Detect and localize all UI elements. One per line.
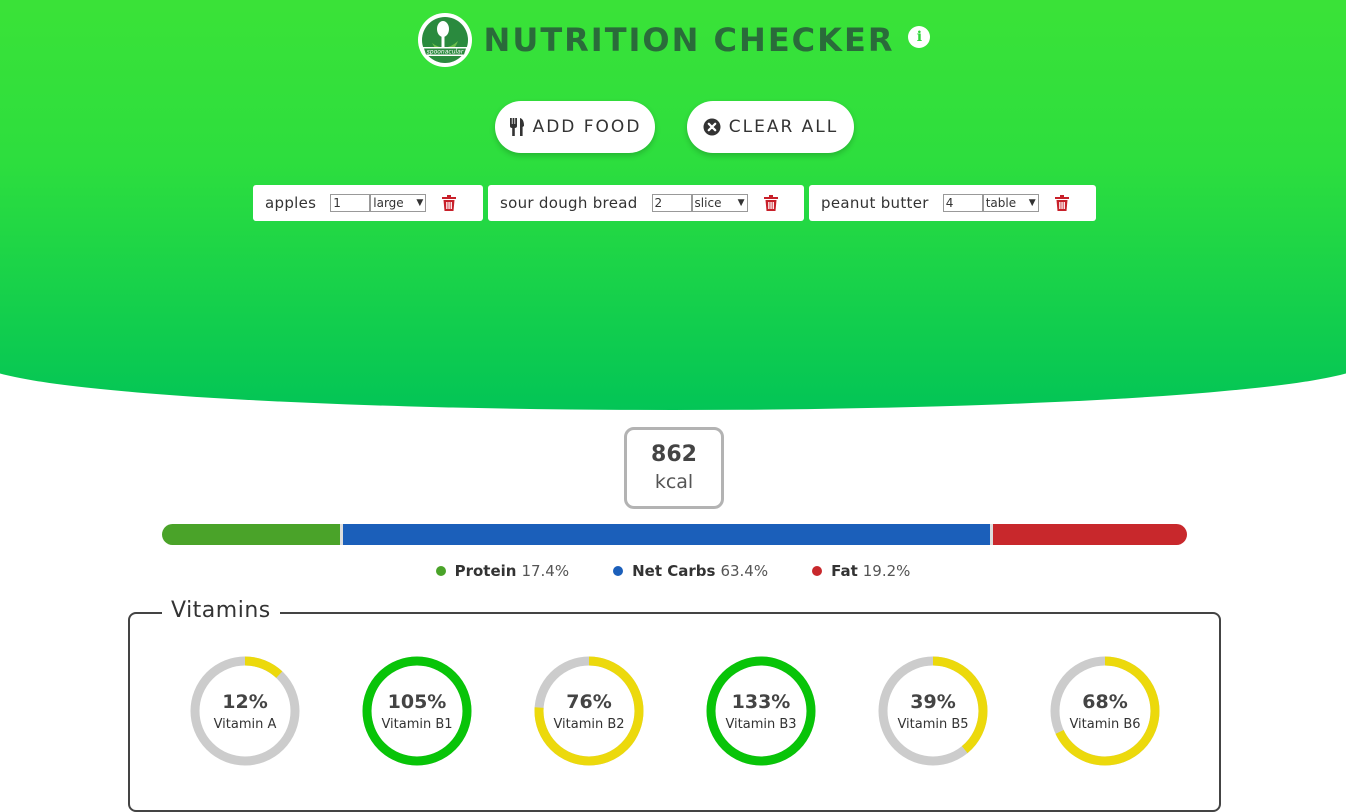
macro-bar-fat [990,524,1187,545]
food-name: sour dough bread [500,194,638,212]
quantity-input[interactable] [330,194,371,212]
food-name: peanut butter [821,194,929,212]
food-item: peanut butter table ▼ [809,185,1096,221]
unit-value: slice [694,196,722,210]
protein-dot-icon [435,566,446,576]
info-icon[interactable]: i [908,26,931,48]
close-circle-icon [703,118,721,136]
legend-item-net-carbs: Net Carbs 63.4% [613,562,768,580]
fat-dot-icon [812,566,823,576]
trash-icon[interactable] [763,195,778,211]
net-carbs-dot-icon [613,566,624,576]
clear-all-button[interactable]: CLEAR ALL [687,101,854,153]
clear-all-label: CLEAR ALL [728,117,839,137]
unit-value: large [373,196,404,210]
chevron-down-icon: ▼ [1028,198,1036,208]
vitamin-ring: 68% Vitamin B6 [1049,655,1161,767]
quantity-input[interactable] [651,194,692,212]
macro-distribution-bar [162,524,1187,545]
macro-legend: Protein 17.4% Net Carbs 63.4% Fat 19.2% [0,561,1346,581]
chevron-down-icon: ▼ [416,198,424,208]
spoonacular-logo: spoonacular [417,13,472,67]
legend-item-protein: Protein 17.4% [435,562,570,580]
vitamin-ring: 105% Vitamin B1 [361,655,473,767]
unit-select[interactable]: large ▼ [370,194,427,212]
vitamin-ring: 12% Vitamin A [189,655,301,767]
chevron-down-icon: ▼ [737,198,745,208]
legend-value: 19.2% [862,562,911,580]
vitamins-title: Vitamins [162,598,280,623]
food-name: apples [265,194,317,212]
legend-name: Protein [454,562,517,580]
vitamin-name: Vitamin A [213,717,277,732]
vitamin-name: Vitamin B1 [381,717,453,732]
calorie-value: 862 [651,442,697,467]
vitamin-name: Vitamin B6 [1069,717,1141,732]
calorie-summary: 862 kcal [624,427,724,509]
vitamin-percent: 105% [387,691,447,713]
food-item: sour dough bread slice ▼ [488,185,804,221]
vitamin-name: Vitamin B2 [553,717,625,732]
vitamin-ring: 76% Vitamin B2 [533,655,645,767]
macro-bar-net-carbs [340,524,991,545]
unit-select[interactable]: slice ▼ [691,194,748,212]
legend-item-fat: Fat 19.2% [812,562,910,580]
vitamin-percent: 68% [1082,691,1128,713]
add-food-button[interactable]: ADD FOOD [495,101,655,153]
ring-progress [190,656,300,766]
legend-value: 17.4% [521,562,570,580]
vitamin-name: Vitamin B5 [897,717,969,732]
vitamin-ring: 133% Vitamin B3 [705,655,817,767]
legend-name: Fat [831,562,858,580]
vitamin-percent: 12% [222,691,268,713]
add-food-label: ADD FOOD [532,117,642,137]
legend-value: 63.4% [720,562,769,580]
quantity-input[interactable] [942,194,983,212]
unit-select[interactable]: table ▼ [982,194,1039,212]
legend-name: Net Carbs [632,562,716,580]
svg-text:spoonacular: spoonacular [426,49,463,56]
vitamin-ring: 39% Vitamin B5 [877,655,989,767]
unit-value: table [985,196,1017,210]
vitamin-percent: 39% [910,691,956,713]
trash-icon[interactable] [442,195,457,211]
food-item: apples large ▼ [253,185,483,221]
page-title: NUTRITION CHECKER [483,21,895,59]
app-header: spoonacular NUTRITION CHECKER i [0,10,1346,70]
macro-bar-protein [162,524,341,545]
ring-progress [878,656,988,766]
vitamin-percent: 133% [731,691,791,713]
trash-icon[interactable] [1054,195,1069,211]
vitamin-percent: 76% [566,691,612,713]
vitamin-name: Vitamin B3 [725,717,797,732]
utensils-icon [509,117,525,137]
calorie-unit: kcal [654,471,694,493]
